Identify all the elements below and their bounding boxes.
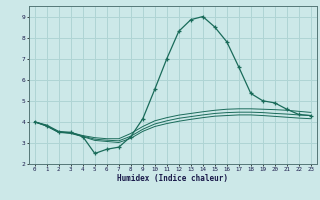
X-axis label: Humidex (Indice chaleur): Humidex (Indice chaleur) — [117, 174, 228, 183]
